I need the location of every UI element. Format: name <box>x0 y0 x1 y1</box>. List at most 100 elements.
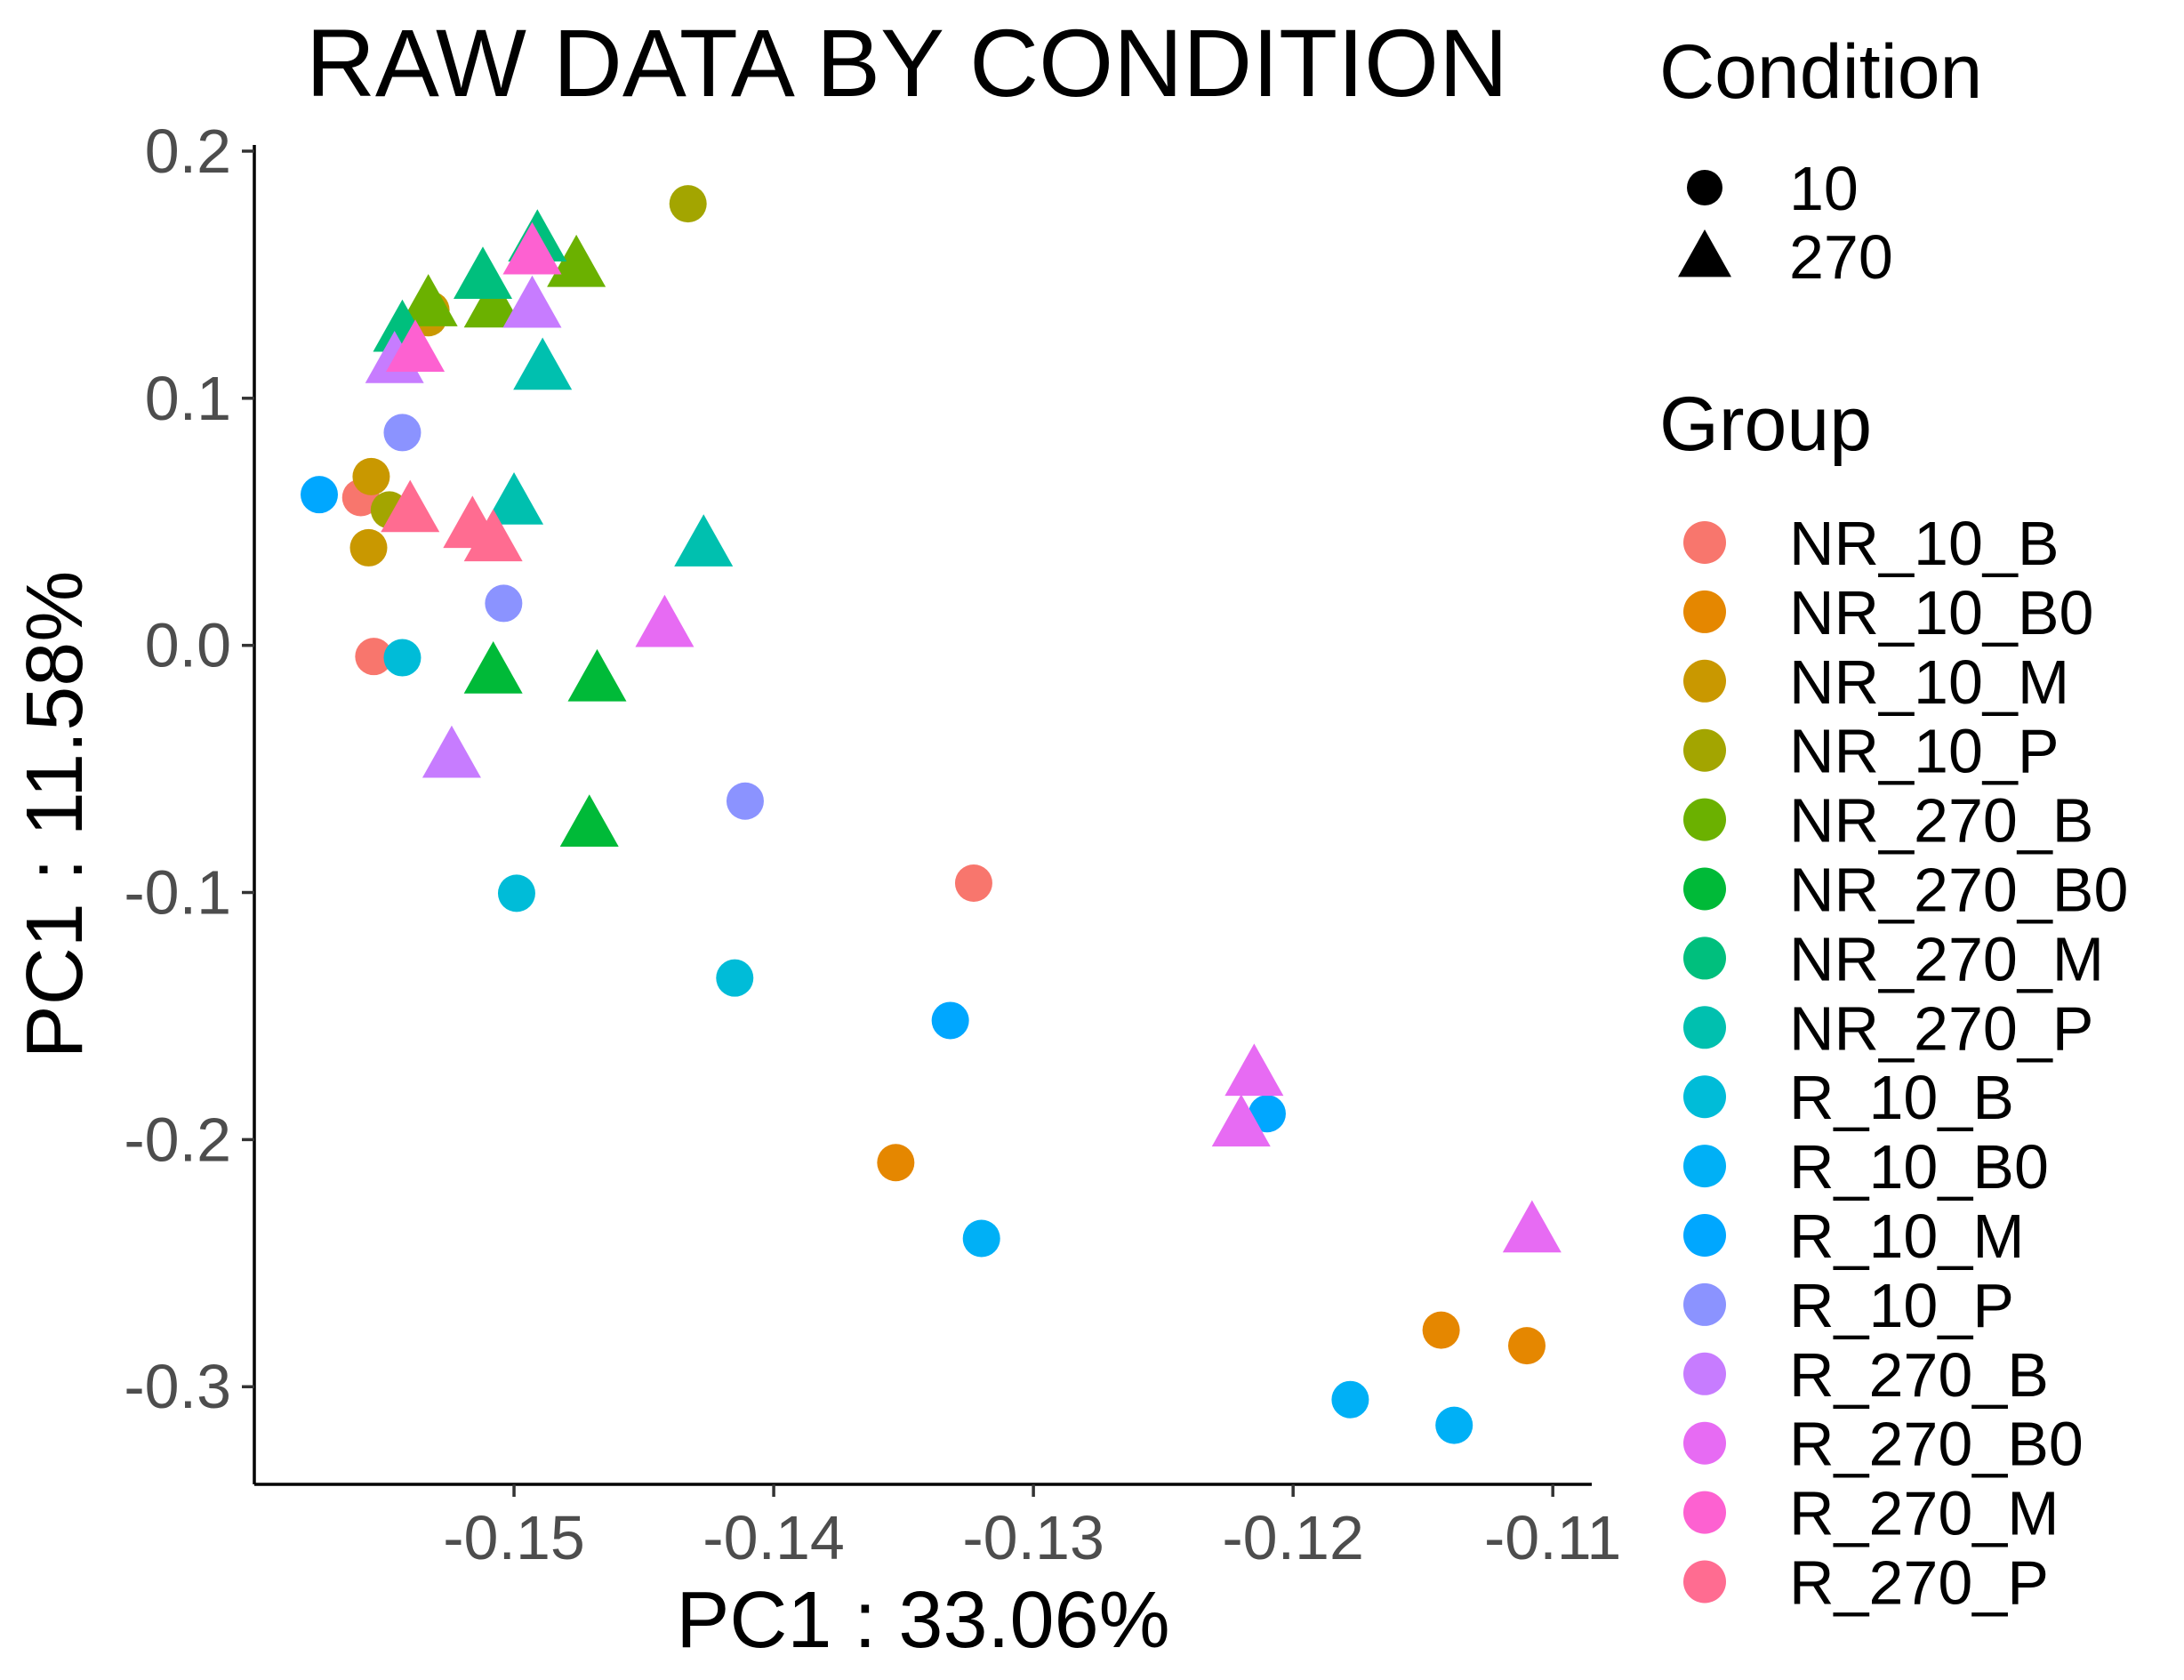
data-point-triangle <box>422 725 481 778</box>
data-point-triangle <box>674 514 734 567</box>
data-point-circle <box>1248 1095 1286 1133</box>
legend-key-color-swatch <box>1683 1352 1726 1395</box>
y-tick-label: -0.3 <box>124 1352 231 1421</box>
legend-key-color-swatch <box>1683 659 1726 703</box>
group-legend-label: NR_270_M <box>1789 924 2104 993</box>
data-point-circle <box>877 1144 915 1182</box>
data-point-triangle <box>559 794 619 848</box>
group-legend-entries: NR_10_BNR_10_B0NR_10_MNR_10_PNR_270_BNR_… <box>1683 509 2128 1618</box>
legend-key-color-swatch <box>1683 936 1726 980</box>
data-point-circle <box>352 457 390 495</box>
data-point-circle <box>301 476 339 514</box>
group-legend-label: R_270_M <box>1789 1479 2060 1548</box>
data-point-circle <box>726 782 764 820</box>
group-legend-label: NR_10_M <box>1789 647 2069 717</box>
legend-key-color-swatch <box>1683 728 1726 772</box>
x-tick-label: -0.13 <box>962 1503 1104 1572</box>
legend-key-color-swatch <box>1683 521 1726 564</box>
data-point-circle <box>355 638 393 676</box>
data-point-triangle <box>502 275 562 328</box>
group-legend-label: NR_10_B0 <box>1789 578 2093 647</box>
data-point-circle <box>497 874 535 912</box>
legend-key-color-swatch <box>1683 1282 1726 1326</box>
y-axis-ticks: -0.3 -0.2 -0.1 0.0 0.1 0.2 <box>124 117 254 1421</box>
data-point-triangle <box>502 221 562 275</box>
data-point-circle <box>1507 1327 1546 1365</box>
x-tick-label: -0.11 <box>1484 1503 1621 1572</box>
legend-key-color-swatch <box>1683 1421 1726 1465</box>
x-axis-title: PC1 : 33.06% <box>676 1576 1169 1665</box>
data-point-circle <box>1422 1311 1460 1349</box>
legend-key-color-swatch <box>1683 798 1726 841</box>
legend-key-color-swatch <box>1683 867 1726 911</box>
data-point-triangle <box>463 275 523 328</box>
data-point-triangle <box>1502 1200 1562 1253</box>
data-point-triangle <box>1224 1043 1284 1097</box>
chart-title: RAW DATA BY CONDITION <box>306 9 1508 117</box>
group-legend-label: R_10_B <box>1789 1063 2014 1132</box>
data-point-triangle <box>463 641 523 694</box>
legend-key-color-swatch <box>1683 1214 1726 1257</box>
y-tick-label: -0.1 <box>124 858 231 928</box>
data-point-circle <box>931 1001 969 1040</box>
group-legend-label: NR_10_P <box>1789 717 2060 786</box>
x-tick-label: -0.15 <box>443 1503 585 1572</box>
legend-key-circle <box>1687 170 1722 205</box>
x-axis-ticks: -0.15 -0.14 -0.13 -0.12 -0.11 <box>443 1484 1621 1572</box>
condition-legend-title: Condition <box>1659 29 1982 115</box>
data-points <box>301 185 1562 1444</box>
condition-legend-label: 10 <box>1789 154 1859 223</box>
group-legend-label: R_270_B <box>1789 1340 2049 1410</box>
data-point-circle <box>1435 1406 1473 1444</box>
data-point-circle <box>669 185 707 223</box>
legend-key-color-swatch <box>1683 1560 1726 1604</box>
group-legend-label: R_270_B0 <box>1789 1410 2084 1479</box>
legend-key-color-swatch <box>1683 1145 1726 1188</box>
group-legend-title: Group <box>1659 382 1872 467</box>
group-legend-label: NR_270_P <box>1789 993 2093 1063</box>
legend-key-color-swatch <box>1683 1491 1726 1534</box>
data-point-triangle <box>381 479 440 533</box>
data-point-circle <box>349 528 388 567</box>
group-legend-label: R_10_M <box>1789 1202 2025 1271</box>
group-legend-label: NR_270_B0 <box>1789 856 2128 925</box>
data-point-circle <box>954 864 992 902</box>
legend-key-color-swatch <box>1683 1075 1726 1119</box>
condition-legend-label: 270 <box>1789 222 1893 292</box>
data-point-circle <box>383 414 422 452</box>
data-point-triangle <box>485 471 544 525</box>
data-point-triangle <box>463 509 523 562</box>
plot-area: -0.15 -0.14 -0.13 -0.12 -0.11 -0.3 -0.2 -0.1 0.… <box>124 117 1621 1572</box>
y-tick-label: 0.1 <box>145 364 231 433</box>
y-tick-label: 0.2 <box>145 117 231 186</box>
x-tick-label: -0.12 <box>1222 1503 1364 1572</box>
group-legend-label: NR_10_B <box>1789 509 2060 578</box>
data-point-circle <box>716 959 754 997</box>
data-point-triangle <box>567 648 627 702</box>
group-legend-label: R_10_B0 <box>1789 1132 2049 1202</box>
y-tick-label: -0.2 <box>124 1105 231 1174</box>
data-point-triangle <box>635 594 695 647</box>
data-point-circle <box>962 1219 1000 1258</box>
data-point-triangle <box>386 319 446 372</box>
data-point-circle <box>485 584 523 623</box>
y-tick-label: 0.0 <box>145 611 231 680</box>
data-point-triangle <box>453 246 512 300</box>
group-legend-label: R_270_P <box>1789 1548 2049 1618</box>
x-tick-label: -0.14 <box>703 1503 845 1572</box>
y-axis-title: PC1 : 11.58% <box>11 571 100 1059</box>
data-point-triangle <box>513 337 573 390</box>
data-point-triangle <box>398 274 458 326</box>
group-legend-label: NR_270_B <box>1789 786 2093 856</box>
data-point-triangle <box>1211 1094 1271 1147</box>
legend-key-color-swatch <box>1683 1006 1726 1049</box>
data-point-circle <box>1331 1380 1369 1419</box>
group-legend-label: R_10_P <box>1789 1271 2014 1340</box>
data-point-triangle <box>547 234 606 287</box>
legend-key-color-swatch <box>1683 590 1726 633</box>
legend-key-triangle <box>1678 229 1731 277</box>
data-point-circle <box>383 639 422 677</box>
